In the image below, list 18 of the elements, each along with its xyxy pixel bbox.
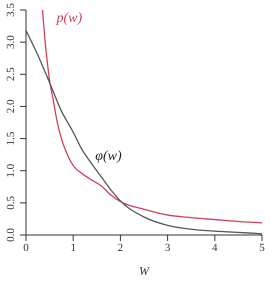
y-tick-label: 3.5 xyxy=(5,2,17,17)
x-tick-label: 5 xyxy=(259,242,266,254)
y-tick-label: 2.5 xyxy=(5,66,17,82)
y-tick-label: 0.5 xyxy=(5,195,17,210)
x-tick-label: 0 xyxy=(23,242,30,254)
x-tick-label: 2 xyxy=(118,242,124,254)
x-tick-label: 3 xyxy=(164,242,171,254)
series-label: p(w) xyxy=(56,11,83,26)
y-tick-label: 1.0 xyxy=(5,163,17,178)
x-axis-title: W xyxy=(139,264,150,278)
series-label: φ(w) xyxy=(95,149,122,164)
y-tick-label: 2.0 xyxy=(5,99,17,114)
x-tick-label: 4 xyxy=(212,242,218,254)
x-tick-label: 1 xyxy=(70,242,76,254)
y-tick-label: 0.0 xyxy=(5,228,17,242)
y-tick-label: 1.5 xyxy=(5,131,17,146)
line-series xyxy=(42,10,262,224)
y-tick-label: 3.0 xyxy=(5,34,17,50)
